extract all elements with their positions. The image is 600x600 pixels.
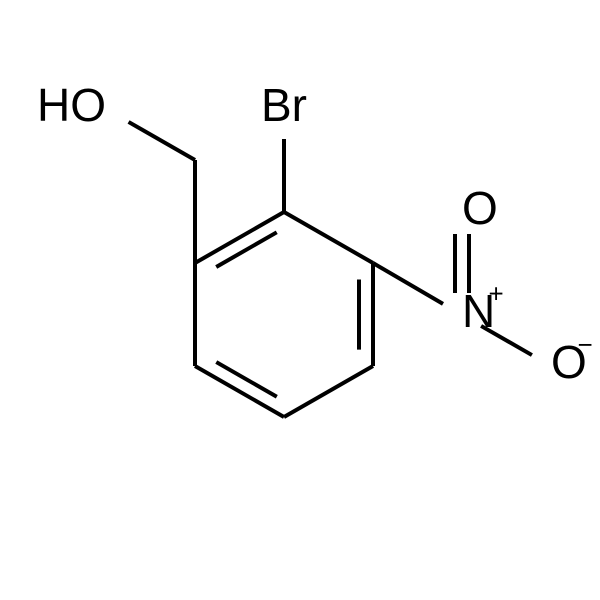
atom-label-oh: HO (37, 79, 106, 131)
atom-label-br: Br (261, 79, 307, 131)
bond (373, 263, 443, 304)
atom-label-o1: O (462, 182, 498, 234)
bond (284, 212, 373, 263)
bond (284, 366, 373, 417)
bond (129, 122, 195, 160)
molecule-diagram: HOBrN+OO− (0, 0, 600, 600)
bond (216, 362, 277, 397)
charge-o2: − (578, 330, 593, 360)
bond (216, 232, 277, 267)
charge-n: + (489, 279, 504, 309)
